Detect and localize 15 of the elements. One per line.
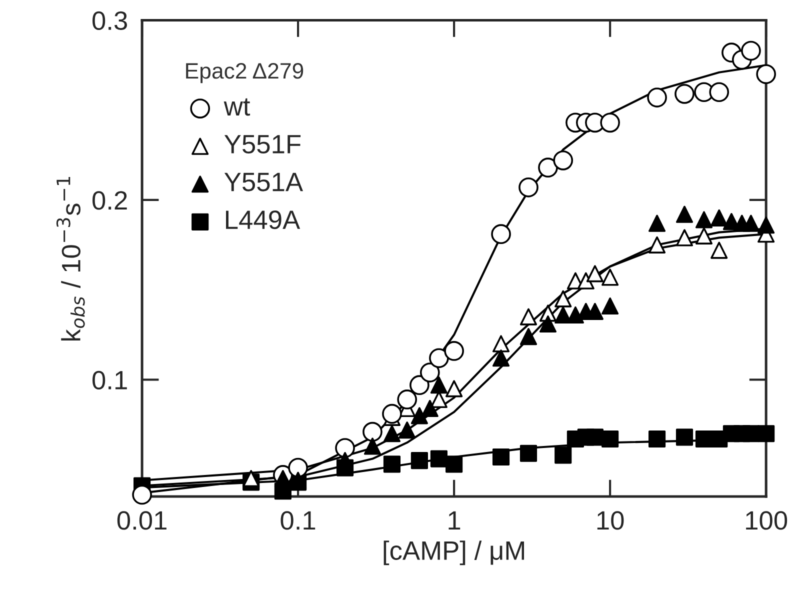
x-tick-label: 0.1 [280, 511, 316, 530]
x-tick-label: 100 [746, 511, 788, 530]
legend-title: Epac2 Δ279 [186, 63, 304, 84]
y-tick-label: 0.3 [92, 11, 127, 30]
y-tick-label: 0.2 [92, 191, 127, 210]
legend-label: L449A [226, 210, 300, 230]
x-tick-label: 0.01 [117, 511, 166, 530]
x-tick-label: 1 [448, 511, 460, 530]
legend-label: Y551A [224, 172, 304, 192]
x-tick-label: 10 [597, 511, 624, 530]
legend-label: Y551F [224, 135, 301, 154]
y-axis-title: k$_{obs}$ / 10$^{−3}$s$^{−1}$ [56, 176, 85, 341]
legend-label: wt [224, 98, 250, 116]
x-axis-title: [cAMP] / μM [384, 540, 524, 566]
y-tick-label: 0.1 [92, 370, 127, 390]
